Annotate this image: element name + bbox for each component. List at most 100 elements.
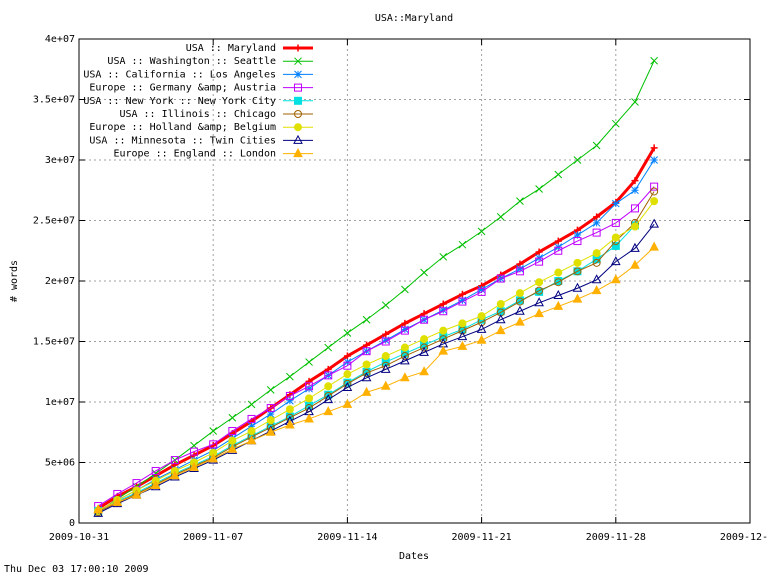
legend-marker — [293, 148, 303, 158]
data-point — [131, 489, 142, 499]
data-point — [266, 386, 275, 394]
data-point — [439, 326, 448, 335]
data-point — [400, 372, 410, 382]
legend-label: Europe :: Holland &amp; Belgium — [89, 122, 276, 133]
data-point — [650, 197, 659, 206]
data-point — [343, 329, 352, 337]
x-tick-label: 2009-10-31 — [49, 532, 109, 543]
legend-label: USA :: Maryland — [186, 43, 276, 54]
data-point — [592, 258, 601, 267]
data-point — [591, 274, 602, 284]
data-point — [112, 496, 123, 506]
data-point — [630, 242, 640, 252]
data-point — [401, 325, 409, 334]
data-point — [381, 336, 390, 345]
data-point — [400, 352, 409, 361]
data-point — [535, 185, 543, 193]
y-tick-label: 5e+06 — [45, 458, 75, 469]
data-point — [572, 293, 583, 303]
data-point — [631, 98, 639, 106]
data-point — [305, 358, 313, 366]
data-point — [592, 228, 601, 237]
legend-marker — [294, 123, 302, 132]
data-point — [305, 382, 314, 391]
data-point — [324, 382, 333, 391]
data-point — [610, 256, 621, 266]
data-point — [362, 315, 371, 324]
data-point — [323, 394, 334, 404]
legend-marker — [294, 44, 302, 52]
data-point — [420, 268, 428, 277]
data-point — [630, 204, 639, 213]
data-point — [476, 323, 487, 333]
data-point — [477, 227, 486, 236]
data-point — [170, 456, 179, 465]
legend-marker — [294, 70, 302, 79]
data-point — [342, 398, 353, 408]
data-point — [516, 197, 524, 205]
data-point — [439, 252, 448, 261]
y-tick-label: 2.5e+07 — [33, 216, 75, 227]
data-point — [477, 312, 486, 321]
data-point — [361, 372, 372, 382]
data-point — [554, 278, 563, 287]
data-point — [380, 363, 391, 373]
data-point — [189, 461, 199, 471]
data-point — [400, 355, 410, 365]
data-point — [420, 335, 429, 344]
data-point — [457, 340, 468, 350]
data-point — [573, 267, 582, 276]
x-tick-label: 2009-11-07 — [183, 532, 243, 543]
legend-marker — [294, 110, 302, 118]
data-point — [496, 213, 505, 221]
data-point — [400, 326, 409, 335]
data-point — [592, 141, 601, 150]
data-point — [305, 384, 313, 393]
legend-label: USA :: Minnesota :: Twin Cities — [89, 135, 276, 146]
data-point — [170, 470, 180, 480]
data-point — [631, 177, 639, 185]
data-point — [247, 414, 256, 423]
y-tick-label: 1e+07 — [45, 397, 75, 408]
data-point — [343, 361, 352, 370]
data-point — [554, 170, 563, 179]
data-point — [265, 426, 276, 436]
data-point — [419, 366, 429, 376]
data-point — [593, 213, 601, 221]
chart-title: USA::Maryland — [375, 13, 453, 24]
x-tick-label: 2009-12-05 — [720, 532, 768, 543]
data-point — [610, 274, 621, 284]
data-point — [266, 410, 275, 418]
data-point — [343, 370, 352, 379]
footer: Thu Dec 03 17:00:10 2009 — [4, 564, 149, 575]
data-point — [247, 400, 256, 409]
data-point — [535, 278, 544, 287]
data-point — [285, 405, 294, 414]
data-point — [592, 219, 601, 227]
data-point — [496, 299, 505, 308]
data-point — [573, 237, 582, 246]
data-point — [515, 305, 525, 315]
data-point — [535, 286, 544, 295]
data-point — [246, 435, 257, 445]
x-axis-label: Dates — [399, 551, 429, 562]
data-point — [611, 233, 620, 242]
data-point — [438, 345, 449, 355]
legend-label: Europe :: England :: London — [113, 149, 276, 160]
data-point — [515, 267, 524, 276]
data-point — [247, 422, 256, 431]
series-line — [97, 200, 655, 512]
data-point — [228, 436, 237, 445]
data-point — [151, 469, 160, 478]
data-point — [362, 360, 371, 369]
data-point — [381, 301, 390, 310]
data-point — [227, 443, 238, 453]
legend-label: Europe :: Germany &amp; Austria — [89, 83, 276, 94]
data-point — [573, 231, 582, 239]
legend-marker — [294, 83, 302, 92]
y-axis-label: # words — [9, 260, 20, 302]
data-point — [554, 246, 563, 255]
data-point — [93, 504, 104, 514]
y-tick-label: 4e+07 — [45, 34, 75, 45]
